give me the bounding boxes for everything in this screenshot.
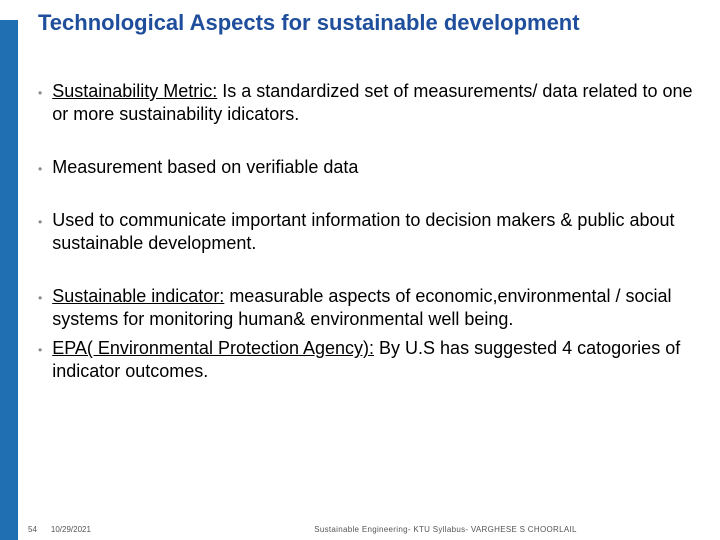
- footer-date: 10/29/2021: [51, 525, 91, 534]
- list-item: • EPA( Environmental Protection Agency):…: [38, 337, 696, 383]
- footer-credit: Sustainable Engineering- KTU Syllabus- V…: [181, 525, 710, 534]
- bullet-icon: •: [38, 215, 42, 230]
- bullet-text: Used to communicate important informatio…: [52, 209, 696, 255]
- list-item: • Sustainable indicator: measurable aspe…: [38, 285, 696, 331]
- slide-title: Technological Aspects for sustainable de…: [38, 10, 700, 36]
- bullet-lead: Sustainable indicator:: [52, 286, 224, 306]
- accent-bar: [0, 20, 18, 540]
- bullet-text: Measurement based on verifiable data: [52, 156, 696, 179]
- list-item: • Sustainability Metric: Is a standardiz…: [38, 80, 696, 126]
- list-item: • Measurement based on verifiable data: [38, 156, 696, 179]
- bullet-text: Sustainability Metric: Is a standardized…: [52, 80, 696, 126]
- bullet-rest: Used to communicate important informatio…: [52, 210, 674, 253]
- bullet-list: • Sustainability Metric: Is a standardiz…: [38, 80, 696, 383]
- page-number: 54: [28, 525, 37, 534]
- bullet-rest: Measurement based on verifiable data: [52, 157, 358, 177]
- footer: 54 10/29/2021 Sustainable Engineering- K…: [28, 525, 710, 534]
- bullet-lead: EPA( Environmental Protection Agency):: [52, 338, 374, 358]
- bullet-icon: •: [38, 86, 42, 101]
- bullet-lead: Sustainability Metric:: [52, 81, 217, 101]
- bullet-icon: •: [38, 291, 42, 306]
- bullet-icon: •: [38, 343, 42, 358]
- list-item: • Used to communicate important informat…: [38, 209, 696, 255]
- bullet-text: Sustainable indicator: measurable aspect…: [52, 285, 696, 331]
- bullet-icon: •: [38, 162, 42, 177]
- bullet-text: EPA( Environmental Protection Agency): B…: [52, 337, 696, 383]
